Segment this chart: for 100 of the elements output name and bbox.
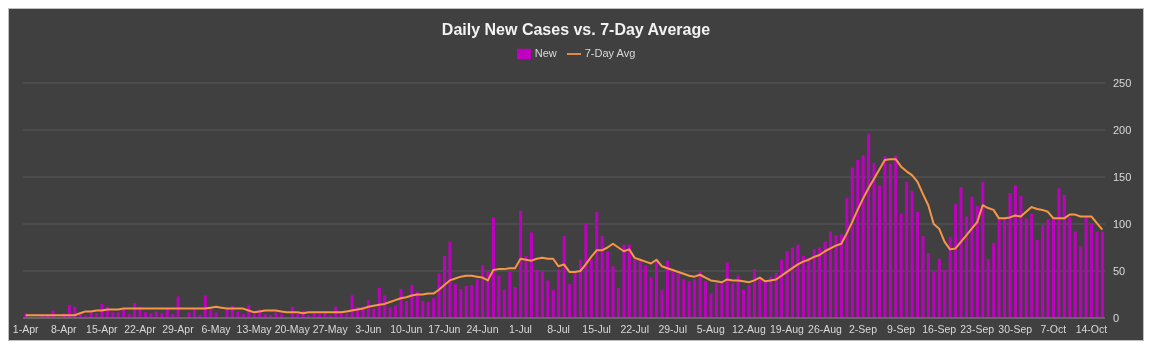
x-tick-label: 8-Apr [50, 323, 78, 336]
bar [736, 275, 740, 318]
bar [975, 206, 979, 318]
y-tick-label: 250 [1113, 76, 1132, 89]
x-tick-label: 29-Jul [658, 323, 688, 336]
bar [606, 251, 610, 318]
bar [1090, 224, 1094, 318]
bar [486, 271, 490, 318]
bar [551, 289, 555, 318]
bar [861, 155, 865, 318]
bar [475, 279, 479, 318]
bar [573, 272, 577, 318]
bar [905, 181, 909, 318]
bar [404, 301, 408, 318]
bar [649, 277, 653, 318]
y-tick-label: 200 [1113, 123, 1132, 136]
bar [1073, 231, 1077, 318]
bar [1084, 216, 1088, 318]
bar [704, 281, 708, 318]
x-tick-label: 2-Sep [849, 323, 878, 336]
bar [986, 258, 990, 318]
bar [557, 269, 561, 318]
bar [742, 289, 746, 318]
bar [513, 286, 517, 318]
bar [377, 287, 381, 318]
bar [1095, 231, 1099, 318]
bar [568, 284, 572, 318]
bar [818, 247, 822, 318]
bar [872, 162, 876, 318]
bar [399, 288, 403, 318]
bar [850, 167, 854, 318]
bar [812, 249, 816, 318]
y-tick-label: 150 [1113, 170, 1132, 183]
x-tick-label: 24-Jun [466, 323, 499, 336]
bar [1008, 192, 1012, 318]
bar [470, 285, 474, 318]
bar [785, 251, 789, 318]
bar [524, 255, 528, 318]
bar [1013, 185, 1017, 318]
bar [154, 311, 158, 318]
bar [508, 271, 512, 318]
bar [1100, 231, 1104, 318]
bar [660, 289, 664, 318]
bar [633, 259, 637, 318]
bar [426, 302, 430, 318]
bar [584, 223, 588, 318]
bar [693, 279, 697, 318]
bar [1068, 217, 1072, 318]
bar [410, 285, 414, 318]
x-tick-label: 29-Apr [162, 323, 195, 336]
bar [752, 269, 756, 318]
bar [948, 237, 952, 318]
bar [954, 204, 958, 318]
x-tick-label: 6-May [201, 323, 232, 336]
bar [829, 231, 833, 318]
bar [801, 255, 805, 318]
bar [834, 235, 838, 318]
bar [769, 276, 773, 318]
bar [997, 217, 1001, 318]
x-tick-label: 9-Sep [887, 323, 916, 336]
bar [796, 244, 800, 318]
bar [894, 155, 898, 318]
x-tick-label: 13-May [236, 323, 273, 336]
bar [916, 211, 920, 318]
bar [535, 270, 539, 318]
x-tick-label: 7-Oct [1040, 323, 1067, 336]
x-tick-label: 23-Sep [960, 323, 995, 336]
bar [1079, 246, 1083, 318]
bar [1062, 194, 1066, 318]
bar [676, 273, 680, 318]
bar [763, 280, 767, 318]
x-tick-label: 1-Jul [509, 323, 532, 336]
x-tick-label: 16-Sep [922, 323, 957, 336]
bar [725, 262, 729, 318]
bar [981, 181, 985, 318]
bar [595, 211, 599, 318]
bar [823, 241, 827, 318]
bar [540, 271, 544, 318]
bar [1051, 219, 1055, 318]
x-tick-label: 19-Aug [769, 323, 805, 336]
bar [807, 257, 811, 318]
bar [600, 236, 604, 318]
bar [502, 289, 506, 318]
bar [888, 163, 892, 318]
bar [970, 196, 974, 318]
bar [992, 242, 996, 318]
bar [899, 213, 903, 318]
bar [731, 283, 735, 318]
x-tick-label: 5-Aug [696, 323, 725, 336]
bar [481, 265, 485, 318]
bar [1046, 219, 1050, 318]
x-tick-label: 22-Jul [620, 323, 649, 336]
bar [443, 255, 447, 318]
bar [780, 259, 784, 318]
bar [519, 210, 523, 318]
bar [236, 311, 240, 318]
bar [943, 270, 947, 318]
x-tick-label: 12-Aug [731, 323, 766, 336]
bar [937, 258, 941, 318]
bar [883, 156, 887, 318]
